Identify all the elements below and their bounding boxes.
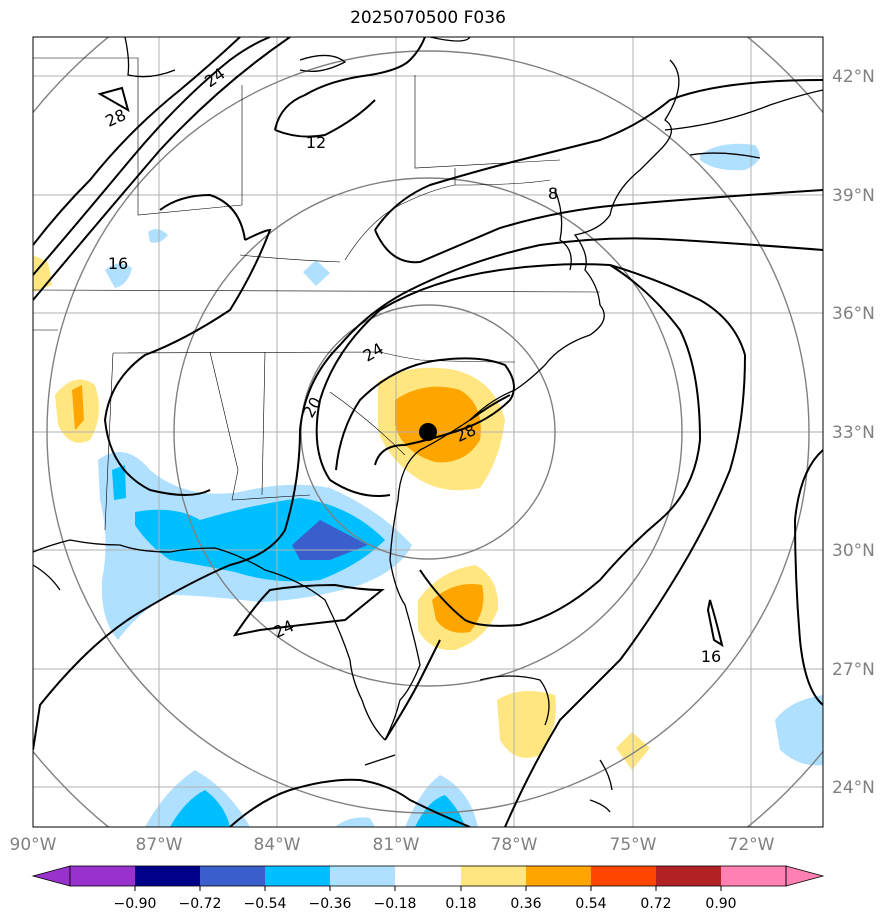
plot-title: 2025070500 F036 [350,8,506,28]
lat-label: 42°N [832,67,875,87]
lat-label: 30°N [832,541,875,561]
state-borders [33,57,601,531]
height-contours [33,37,823,827]
colorbar-swatch [70,866,135,886]
colorbar-tick-label: 0.54 [575,896,606,912]
colorbar-tick-label: 0.72 [640,896,671,912]
colorbar-swatch [265,866,330,886]
colorbar-swatch [395,866,461,886]
lat-label: 27°N [832,660,875,680]
colorbar-tick-label: 0.36 [510,896,541,912]
longitude-labels: 90°W 87°W 84°W 81°W 78°W 75°W 72°W [10,835,775,855]
colorbar-swatch [330,866,395,886]
colorbar-swatch [461,866,526,886]
lon-label: 90°W [10,835,57,855]
colorbar: −0.90 −0.72 −0.54 −0.36 −0.18 0.18 0.36 … [31,865,825,912]
lon-label: 81°W [373,835,420,855]
lat-label: 39°N [832,186,875,206]
lon-label: 84°W [254,835,301,855]
colorbar-tick-label: 0.90 [705,896,736,912]
colorbar-tick-label: −0.36 [309,896,352,912]
colorbar-tick-label: −0.72 [179,896,222,912]
lon-label: 72°W [728,835,775,855]
lat-label: 36°N [832,304,875,324]
lon-label: 87°W [136,835,183,855]
contour-label: 16 [701,647,721,666]
storm-center-marker [419,423,437,441]
contour-label: 16 [108,254,128,273]
colorbar-swatch [135,866,200,886]
lon-label: 75°W [610,835,657,855]
latitude-labels: 42°N 39°N 36°N 33°N 30°N 27°N 24°N [832,67,875,798]
colorbar-tick-label: −0.54 [244,896,287,912]
colorbar-swatch [526,866,591,886]
colorbar-outline [69,865,787,887]
lat-label: 24°N [832,778,875,798]
colorbar-swatch [656,866,721,886]
lon-label: 78°W [491,835,538,855]
colorbar-tick-label: −0.18 [374,896,417,912]
colorbar-swatch [200,866,265,886]
colorbar-swatch [721,866,786,886]
colorbar-swatch [591,866,656,886]
colorbar-tick-label: 0.18 [445,896,476,912]
contour-label: 8 [548,184,558,203]
colorbar-tick-label: −0.90 [114,896,157,912]
colorbar-extend-low [31,865,71,887]
map-frame [32,36,824,828]
contour-label: 12 [306,133,326,152]
colorbar-extend-high [785,865,825,887]
lat-label: 33°N [832,423,875,443]
